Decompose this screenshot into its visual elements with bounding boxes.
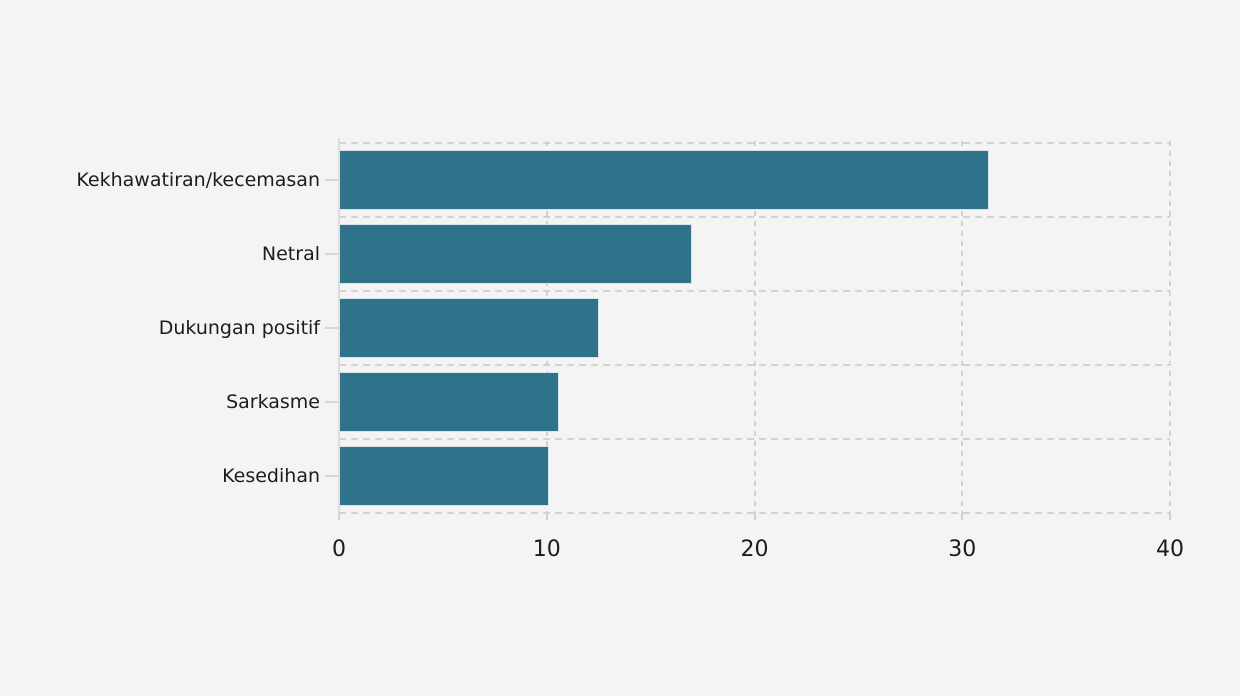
category-label: Dukungan positif: [158, 317, 320, 339]
gridline-vertical: [961, 141, 964, 515]
x-tick-mark: [1169, 515, 1171, 520]
gridline-vertical: [753, 141, 756, 515]
category-label: Sarkasme: [226, 391, 320, 413]
category-label: Kesedihan: [222, 465, 320, 487]
x-tick-mark: [338, 515, 340, 520]
plot-area: [338, 138, 1171, 516]
x-tick-mark: [961, 515, 964, 520]
y-tick-mark: [325, 475, 339, 477]
x-tick-label: 10: [532, 537, 561, 562]
x-tick-label: 0: [332, 537, 346, 562]
category-label: Netral: [261, 243, 320, 265]
y-tick-mark: [325, 327, 339, 329]
x-tick-label: 20: [740, 537, 769, 562]
x-tick-label: 30: [948, 537, 977, 562]
bar-kekhawatiran-kecemasan: [339, 150, 990, 210]
bar-sarkasme: [339, 372, 560, 432]
x-tick-mark: [545, 515, 548, 520]
category-label: Kekhawatiran/kecemasan: [76, 169, 320, 191]
x-tick-label: 40: [1156, 537, 1184, 562]
bar-kesedihan: [339, 446, 549, 506]
bar-netral: [339, 224, 693, 284]
x-tick-mark: [753, 515, 756, 520]
y-tick-mark: [325, 179, 339, 181]
gridline-vertical: [1169, 141, 1171, 515]
bar-dukungan-positif: [339, 298, 599, 358]
y-tick-mark: [325, 401, 339, 403]
y-tick-mark: [325, 253, 339, 255]
